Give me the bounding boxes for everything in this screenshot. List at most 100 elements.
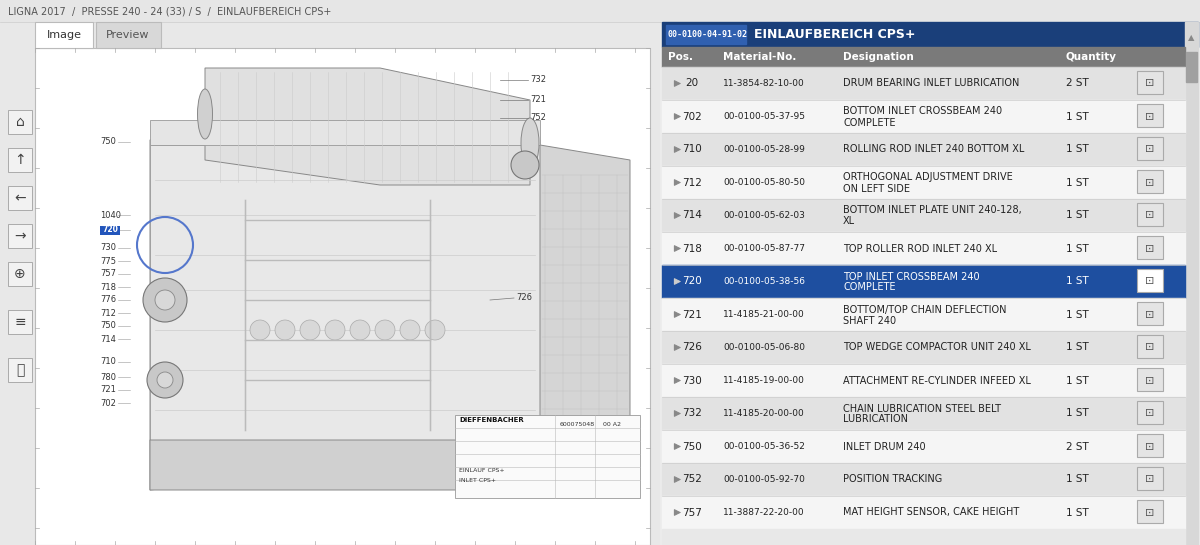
Text: 1 ST: 1 ST xyxy=(1066,310,1088,319)
Text: TOP WEDGE COMPACTOR UNIT 240 XL: TOP WEDGE COMPACTOR UNIT 240 XL xyxy=(842,342,1031,353)
Text: 712: 712 xyxy=(100,308,116,318)
Text: ⊡: ⊡ xyxy=(1145,507,1154,518)
Bar xyxy=(662,100,1186,133)
Text: 702: 702 xyxy=(100,398,116,408)
Bar xyxy=(662,331,1186,364)
Ellipse shape xyxy=(198,89,212,139)
Text: 1 ST: 1 ST xyxy=(1066,376,1088,385)
Text: LIGNA 2017  /  PRESSE 240 - 24 (33) / S  /  EINLAUFBEREICH CPS+: LIGNA 2017 / PRESSE 240 - 24 (33) / S / … xyxy=(8,6,331,16)
Text: EINLAUFBEREICH CPS+: EINLAUFBEREICH CPS+ xyxy=(754,28,916,41)
Circle shape xyxy=(325,320,346,340)
Text: ≡: ≡ xyxy=(14,315,26,329)
Bar xyxy=(662,298,1186,331)
Text: BOTTOM/TOP CHAIN DEFLECTION: BOTTOM/TOP CHAIN DEFLECTION xyxy=(842,305,1007,314)
Text: 1 ST: 1 ST xyxy=(1066,112,1088,122)
Circle shape xyxy=(300,320,320,340)
Text: 750: 750 xyxy=(100,137,116,147)
Text: DRUM BEARING INLET LUBRICATION: DRUM BEARING INLET LUBRICATION xyxy=(842,78,1019,88)
Text: ⊡: ⊡ xyxy=(1145,342,1154,353)
Bar xyxy=(662,67,1186,100)
Text: 00-0100-05-87-77: 00-0100-05-87-77 xyxy=(722,244,805,253)
Text: 780: 780 xyxy=(100,372,116,381)
Text: 00-0100-05-28-99: 00-0100-05-28-99 xyxy=(722,145,805,154)
Bar xyxy=(35,22,94,48)
Circle shape xyxy=(148,362,182,398)
Text: 718: 718 xyxy=(682,244,702,253)
Bar xyxy=(1138,401,1163,424)
Text: BOTTOM INLET PLATE UNIT 240-128,: BOTTOM INLET PLATE UNIT 240-128, xyxy=(842,205,1021,215)
Text: Image: Image xyxy=(47,30,82,40)
Text: ⊡: ⊡ xyxy=(1145,78,1154,88)
Text: POSITION TRACKING: POSITION TRACKING xyxy=(842,475,942,485)
Text: 712: 712 xyxy=(682,178,702,187)
Circle shape xyxy=(511,151,539,179)
Bar xyxy=(1138,137,1163,160)
Text: ⊡: ⊡ xyxy=(1145,475,1154,485)
Bar xyxy=(662,22,1198,47)
Text: 775: 775 xyxy=(100,257,116,265)
Text: 702: 702 xyxy=(682,112,702,122)
Text: 710: 710 xyxy=(100,358,116,366)
Text: 720: 720 xyxy=(682,276,702,287)
Text: 720: 720 xyxy=(102,226,118,234)
Bar xyxy=(662,496,1186,529)
Bar xyxy=(1186,22,1198,545)
Text: ⊡: ⊡ xyxy=(1145,276,1154,287)
Text: 11-4185-20-00-00: 11-4185-20-00-00 xyxy=(722,409,805,418)
Text: CHAIN LUBRICATION STEEL BELT: CHAIN LUBRICATION STEEL BELT xyxy=(842,403,1001,414)
Bar xyxy=(1138,71,1163,94)
Polygon shape xyxy=(150,120,240,490)
Text: 00-0100-05-38-56: 00-0100-05-38-56 xyxy=(722,277,805,286)
Text: 00-0100-05-06-80: 00-0100-05-06-80 xyxy=(722,343,805,352)
Circle shape xyxy=(143,278,187,322)
Text: 1 ST: 1 ST xyxy=(1066,178,1088,187)
Text: ↑: ↑ xyxy=(14,153,26,167)
Bar xyxy=(1138,335,1163,358)
Text: ON LEFT SIDE: ON LEFT SIDE xyxy=(842,184,910,193)
Bar xyxy=(662,430,1186,463)
Text: Preview: Preview xyxy=(107,30,150,40)
Bar xyxy=(96,22,161,48)
Circle shape xyxy=(155,290,175,310)
Bar xyxy=(662,47,1186,67)
Text: 757: 757 xyxy=(100,269,116,278)
Text: ⌂: ⌂ xyxy=(16,115,24,129)
Text: 20: 20 xyxy=(685,78,698,88)
Bar xyxy=(662,397,1186,430)
Polygon shape xyxy=(430,120,540,480)
Text: DIEFFENBACHER: DIEFFENBACHER xyxy=(458,417,523,423)
Text: 1 ST: 1 ST xyxy=(1066,144,1088,154)
Text: ⊡: ⊡ xyxy=(1145,112,1154,122)
Text: Pos.: Pos. xyxy=(668,52,694,62)
Text: 1 ST: 1 ST xyxy=(1066,276,1088,287)
Text: ⊡: ⊡ xyxy=(1145,178,1154,187)
Polygon shape xyxy=(205,68,530,185)
Text: SHAFT 240: SHAFT 240 xyxy=(842,316,896,325)
Text: 776: 776 xyxy=(100,295,116,305)
Text: 730: 730 xyxy=(100,244,116,252)
Text: 00-0100-05-80-50: 00-0100-05-80-50 xyxy=(722,178,805,187)
Polygon shape xyxy=(150,440,590,495)
Text: 2 ST: 2 ST xyxy=(1066,78,1088,88)
Text: 00-0100-04-91-02: 00-0100-04-91-02 xyxy=(668,30,748,39)
Text: 732: 732 xyxy=(530,76,546,84)
Text: 1 ST: 1 ST xyxy=(1066,409,1088,419)
Text: 730: 730 xyxy=(682,376,702,385)
Circle shape xyxy=(275,320,295,340)
Text: ⊡: ⊡ xyxy=(1145,409,1154,419)
Bar xyxy=(8,224,32,248)
Bar xyxy=(100,226,120,234)
Text: 11-3854-82-10-00: 11-3854-82-10-00 xyxy=(722,79,805,88)
Circle shape xyxy=(374,320,395,340)
Text: COMPLETE: COMPLETE xyxy=(842,118,895,128)
Bar xyxy=(8,110,32,134)
Text: ROLLING ROD INLET 240 BOTTOM XL: ROLLING ROD INLET 240 BOTTOM XL xyxy=(842,144,1025,154)
Bar xyxy=(662,133,1186,166)
Bar xyxy=(8,358,32,382)
Bar xyxy=(1138,236,1163,259)
Text: 710: 710 xyxy=(682,144,702,154)
Text: 732: 732 xyxy=(682,409,702,419)
Text: ⊡: ⊡ xyxy=(1145,244,1154,253)
Circle shape xyxy=(157,372,173,388)
Bar xyxy=(1138,104,1163,127)
